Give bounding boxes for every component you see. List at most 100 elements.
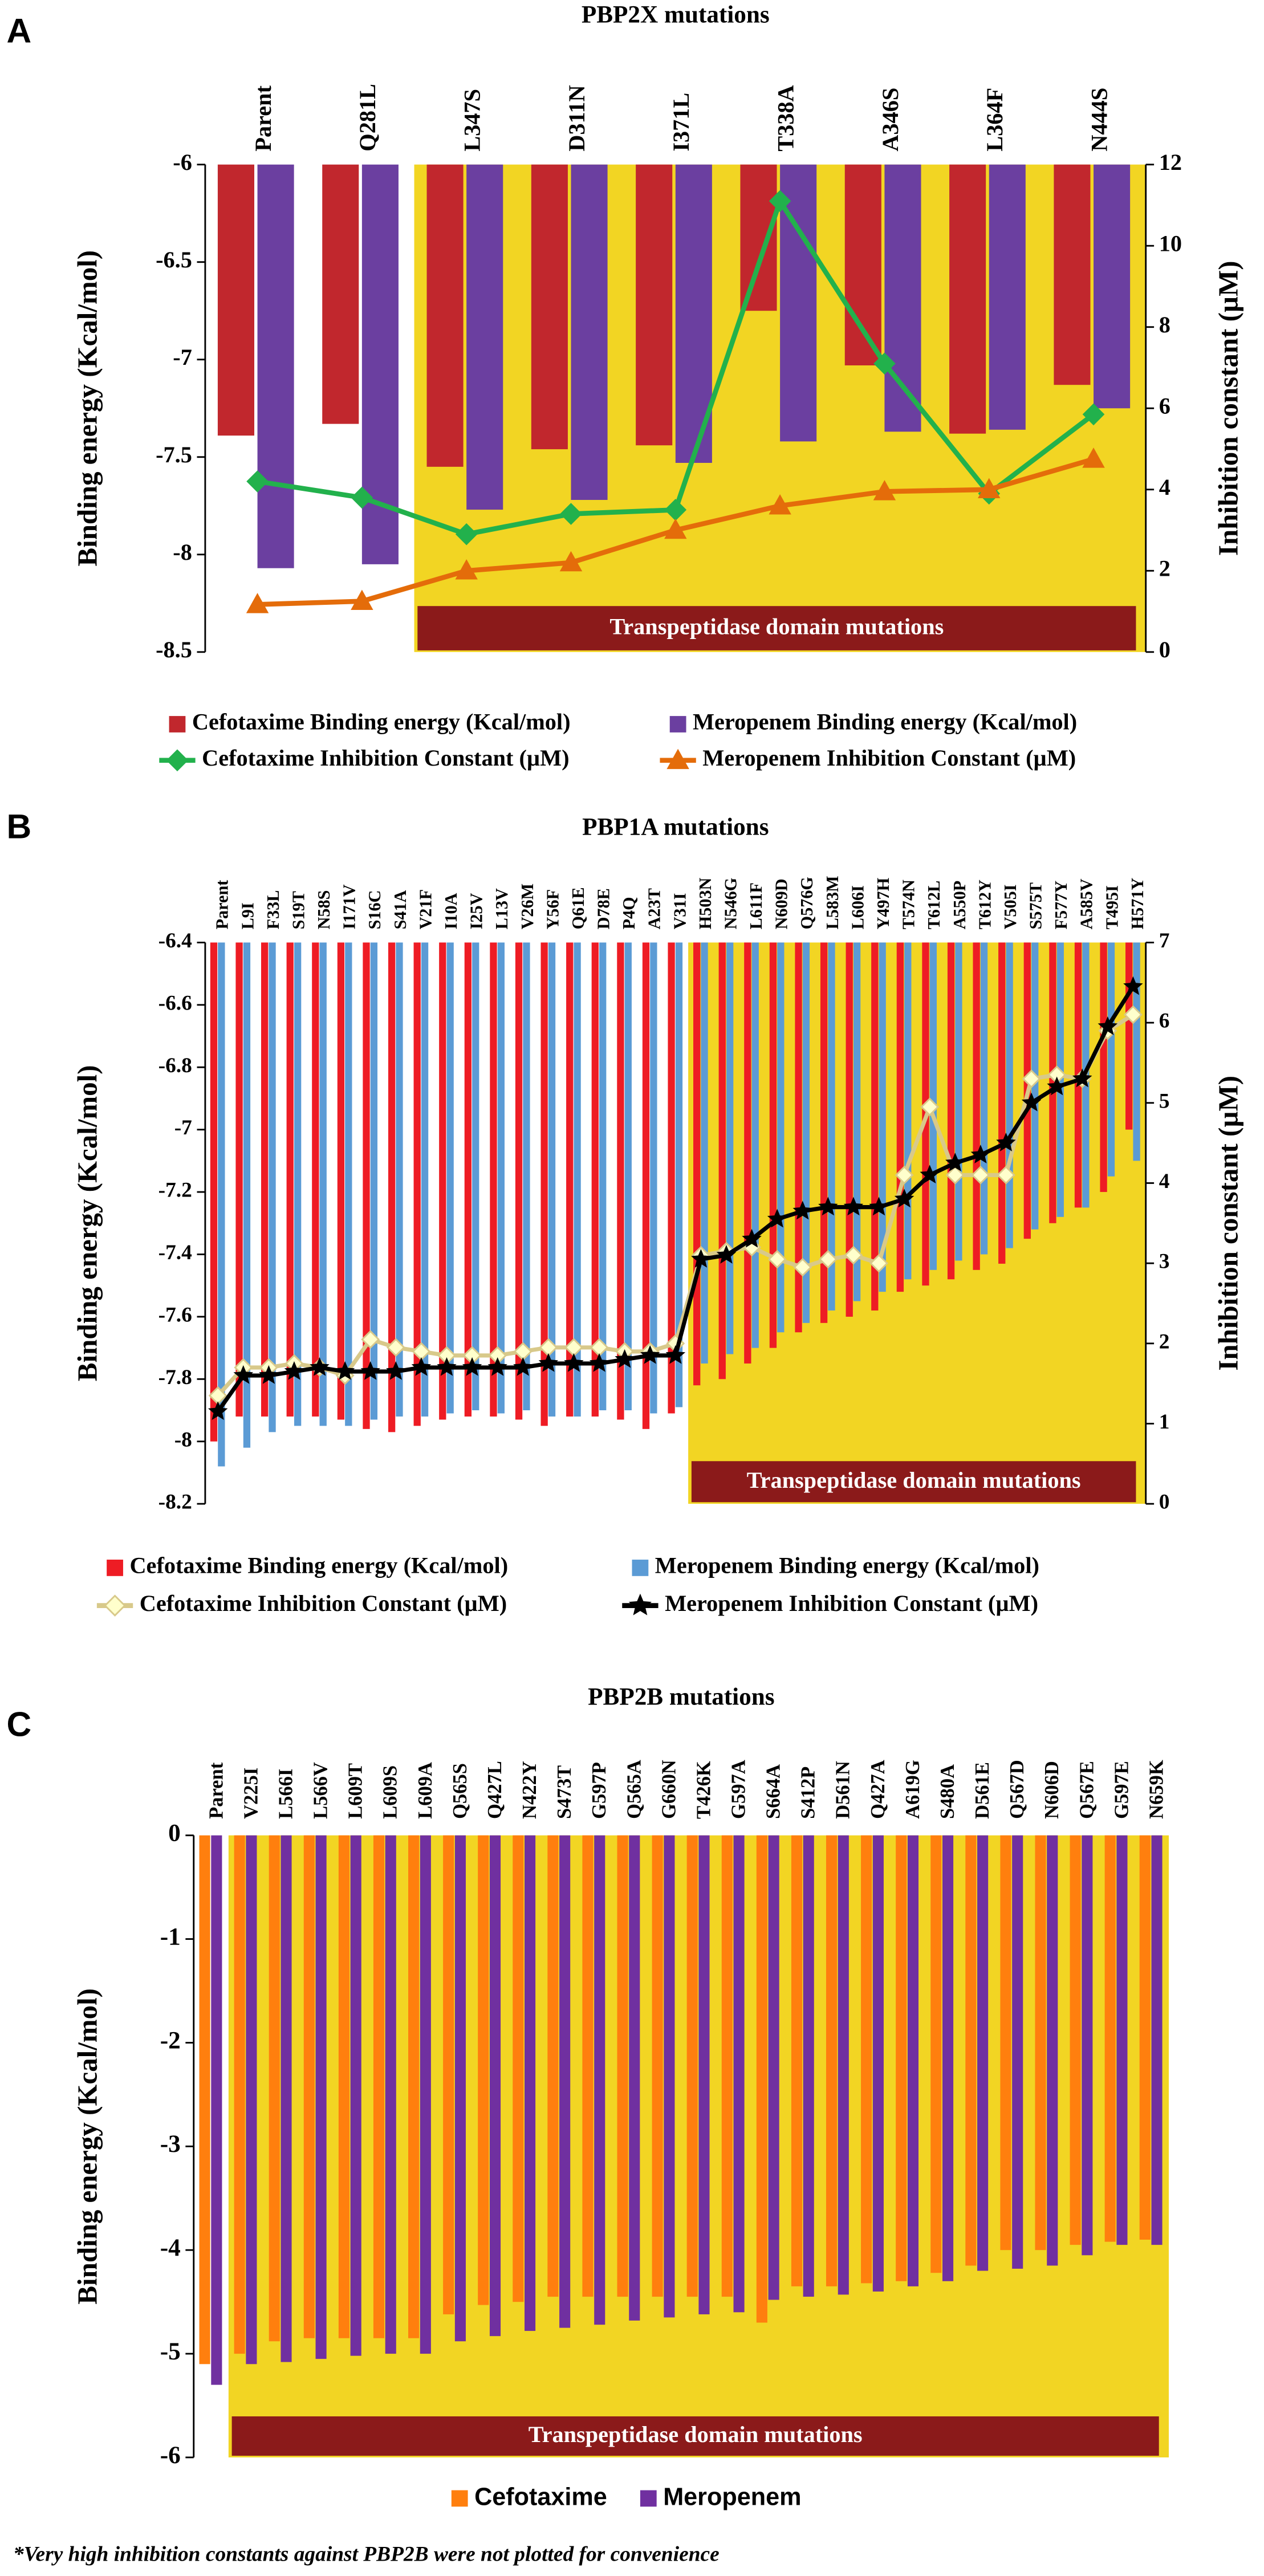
y-tick-label: -6.4: [158, 929, 193, 953]
y2-tick-label: 12: [1159, 149, 1182, 175]
highlight-region: [228, 1835, 1169, 2457]
legend-swatch: [451, 2490, 468, 2507]
x-tick-label: V26M: [518, 884, 537, 930]
x-tick-label: T495I: [1102, 885, 1121, 929]
bar: [838, 1835, 849, 2295]
bar: [599, 942, 607, 1411]
bar: [294, 942, 302, 1426]
bar: [257, 164, 294, 568]
chart-panel: A PBP2X mutations Binding energy (Kcal/mol…: [7, 1, 1244, 772]
legend-label: Meropenem Binding energy (Kcal/mol): [655, 1553, 1039, 1578]
legend-swatch: [640, 2490, 657, 2507]
panel-label: C: [7, 1705, 32, 1744]
bar: [591, 942, 599, 1417]
bar: [617, 942, 624, 1420]
series-marker: [1082, 447, 1105, 468]
y2-tick-label: 3: [1159, 1250, 1170, 1273]
bar: [1104, 1835, 1116, 2242]
series-marker: [767, 1250, 787, 1269]
bar: [871, 942, 879, 1311]
bar: [582, 1835, 594, 2297]
bar: [675, 942, 683, 1407]
series-marker: [997, 1165, 1015, 1185]
bar: [420, 1835, 431, 2354]
series-marker: [873, 352, 896, 375]
y-tick-label: -8: [173, 539, 192, 565]
legend-label: Cefotaxime Binding energy (Kcal/mol): [129, 1553, 508, 1578]
y2-tick-label: 4: [1159, 1170, 1170, 1193]
series-marker: [513, 1357, 533, 1376]
series-marker: [769, 494, 791, 515]
x-tick-label: G597E: [1111, 1761, 1132, 1819]
x-tick-label: Q61E: [568, 887, 588, 929]
series-marker: [246, 470, 269, 493]
bar: [846, 942, 853, 1317]
x-tick-label: S19T: [288, 891, 308, 929]
bar: [726, 942, 734, 1354]
bar: [980, 942, 988, 1255]
series-marker: [818, 1250, 838, 1269]
y-tick-label: -7.8: [158, 1366, 192, 1389]
series-marker: [691, 1248, 711, 1268]
bar: [1082, 1835, 1093, 2256]
x-tick-label: Parent: [213, 880, 232, 930]
bar: [408, 1835, 420, 2338]
series-marker: [233, 1365, 254, 1384]
series-marker: [1021, 1092, 1042, 1112]
bar: [211, 1835, 222, 2385]
bar: [642, 942, 650, 1429]
bar: [1125, 942, 1133, 1130]
bar: [896, 1835, 907, 2281]
series-marker: [945, 1165, 965, 1185]
bar: [977, 1835, 989, 2271]
x-tick-label: N444S: [1086, 88, 1112, 152]
bar: [446, 942, 454, 1414]
bar: [210, 942, 218, 1442]
series-marker: [411, 1357, 432, 1376]
footnote: *Very high inhibition constants against …: [13, 2542, 720, 2566]
chart-title: PBP2B mutations: [588, 1684, 774, 1711]
x-tick-label: L606I: [848, 885, 867, 929]
x-tick-label: G597P: [588, 1762, 610, 1819]
x-tick-label: L364F: [982, 88, 1007, 152]
series-marker: [351, 486, 373, 509]
y-tick-label: -7.2: [158, 1179, 192, 1202]
x-tick-label: F33L: [263, 890, 283, 930]
x-tick-label: D311N: [564, 85, 590, 151]
series-marker: [767, 1208, 787, 1228]
bar: [751, 942, 759, 1348]
series-marker: [360, 1361, 381, 1380]
series-marker: [1047, 1076, 1067, 1096]
bar: [617, 1835, 628, 2297]
y-tick-label: -8.5: [156, 637, 192, 662]
series-marker: [970, 1145, 991, 1163]
y2-tick-label: 2: [1159, 556, 1170, 581]
bar: [668, 942, 675, 1414]
bar: [218, 942, 225, 1467]
legend-swatch: [669, 716, 686, 732]
y-tick-label: -6.5: [156, 247, 192, 272]
x-tick-label: T426K: [693, 1761, 714, 1819]
x-tick-label: S412P: [798, 1767, 819, 1819]
bar: [1116, 1835, 1128, 2245]
legend-label: Cefotaxime Binding energy (Kcal/mol): [192, 709, 571, 735]
annotation-text: Transpeptidase domain mutations: [747, 1467, 1081, 1493]
bar: [312, 942, 319, 1417]
x-tick-label: L609A: [414, 1762, 436, 1819]
bar: [820, 942, 828, 1323]
series-marker: [869, 1254, 888, 1273]
series-marker: [742, 1228, 762, 1248]
x-tick-label: D561E: [972, 1762, 993, 1819]
x-tick-label: H571Y: [1128, 878, 1147, 930]
x-tick-label: L609S: [380, 1765, 401, 1819]
bar: [884, 164, 921, 432]
y2-tick-label: 4: [1159, 474, 1170, 500]
bar: [303, 1835, 315, 2338]
x-tick-label: N659K: [1145, 1760, 1167, 1819]
x-tick-label: G660N: [658, 1760, 680, 1819]
y2-tick-label: 10: [1159, 230, 1182, 256]
bar: [872, 1835, 884, 2292]
bar: [744, 942, 751, 1364]
bar: [315, 1835, 327, 2359]
bar: [497, 942, 505, 1414]
